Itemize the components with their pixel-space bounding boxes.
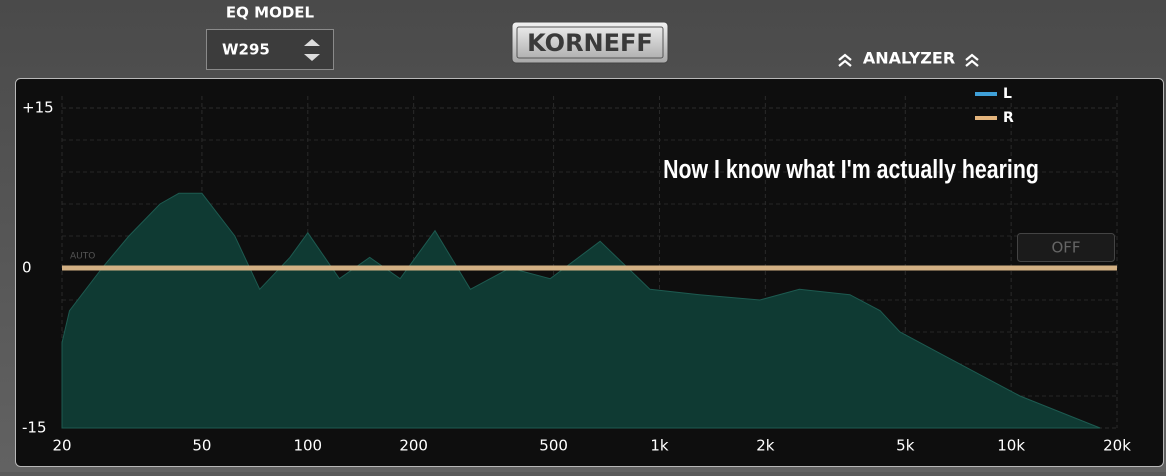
x-tick-label: 500 <box>539 437 568 455</box>
x-tick-label: 50 <box>192 437 211 455</box>
auto-label: AUTO <box>70 252 95 262</box>
x-tick-label: 10k <box>997 437 1025 455</box>
y-tick-label: 0 <box>22 259 32 277</box>
analyzer-toggle[interactable]: ANALYZER <box>863 49 955 68</box>
brand-logo <box>511 21 669 64</box>
x-tick-label: 5k <box>896 437 915 455</box>
plot: 20 50 100 200 500 1k 2k 5k 10k 20k +15 0 -15 <box>22 96 1131 455</box>
eq-model-value: W295 <box>222 41 270 59</box>
y-tick-label: -15 <box>22 419 47 437</box>
logo-inner <box>516 26 664 59</box>
x-tick-label: 2k <box>756 437 775 455</box>
eq-model-label: EQ MODEL <box>226 4 315 22</box>
off-button[interactable] <box>1017 233 1115 262</box>
x-tick-label: 20k <box>1103 437 1131 455</box>
x-tick-label: 20 <box>52 437 71 455</box>
legend-label: L <box>1003 86 1012 102</box>
x-tick-label: 200 <box>399 437 428 455</box>
x-tick-label: 1k <box>650 437 669 455</box>
legend-label: R <box>1003 110 1014 126</box>
eq-model-dropdown[interactable] <box>206 29 334 70</box>
dropdown-arrows <box>304 39 320 61</box>
off-button-label: OFF <box>1051 239 1080 257</box>
y-tick-label: +15 <box>22 99 54 117</box>
annotation: Now I know what I'm actually hearing <box>663 155 1039 185</box>
spectrum-area <box>61 192 1101 429</box>
analyzer-chevrons[interactable] <box>838 53 979 67</box>
x-tick-label: 100 <box>293 437 322 455</box>
brand: KORNEFF <box>527 29 653 57</box>
